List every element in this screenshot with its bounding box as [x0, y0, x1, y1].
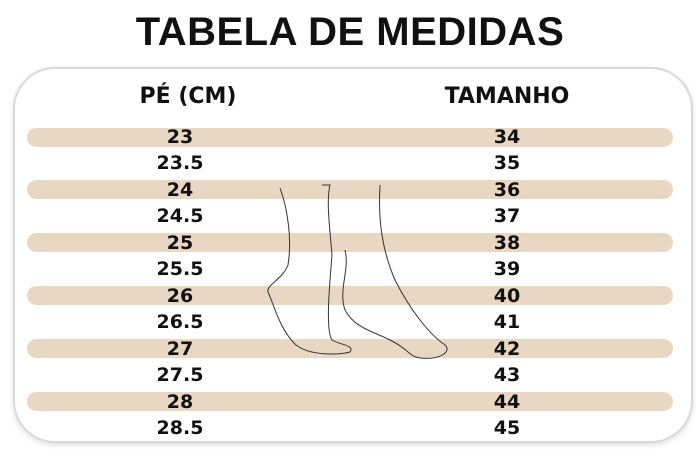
row-stripe [27, 286, 673, 306]
cell-foot-cm: 25.5 [156, 258, 204, 281]
cell-size: 34 [493, 126, 521, 148]
cell-size: 38 [493, 231, 521, 254]
cell-size: 37 [493, 205, 521, 228]
cell-size: 41 [493, 311, 521, 334]
cell-size: 44 [493, 390, 521, 413]
cell-size: 35 [493, 152, 521, 175]
page-title: TABELA DE MEDIDAS [135, 10, 565, 54]
cell-foot-cm: 28 [166, 390, 194, 413]
feet-illustration-icon [267, 184, 448, 359]
row-stripe [27, 339, 673, 359]
cell-size: 43 [493, 364, 521, 387]
row-stripe [27, 180, 673, 200]
cell-size: 39 [493, 258, 521, 281]
cell-foot-cm: 26 [166, 284, 194, 307]
row-stripe [27, 127, 673, 147]
cell-foot-cm: 27 [166, 337, 194, 360]
cell-foot-cm: 26.5 [156, 311, 204, 334]
cell-size: 42 [493, 337, 521, 360]
cell-foot-cm: 24 [166, 178, 194, 201]
header-size: TAMANHO [444, 84, 570, 109]
cell-foot-cm: 23 [166, 126, 194, 148]
cell-foot-cm: 23.5 [156, 152, 204, 175]
cell-foot-cm: 27.5 [156, 364, 204, 387]
cell-size: 36 [493, 178, 521, 201]
cell-foot-cm: 25 [166, 231, 194, 254]
header-foot-cm: PÉ (CM) [139, 84, 237, 109]
cell-size: 45 [493, 416, 521, 439]
row-stripe [27, 392, 673, 411]
cell-foot-cm: 24.5 [156, 205, 204, 228]
row-stripe [27, 233, 673, 253]
cell-foot-cm: 28.5 [156, 416, 204, 439]
cell-size: 40 [493, 284, 521, 307]
